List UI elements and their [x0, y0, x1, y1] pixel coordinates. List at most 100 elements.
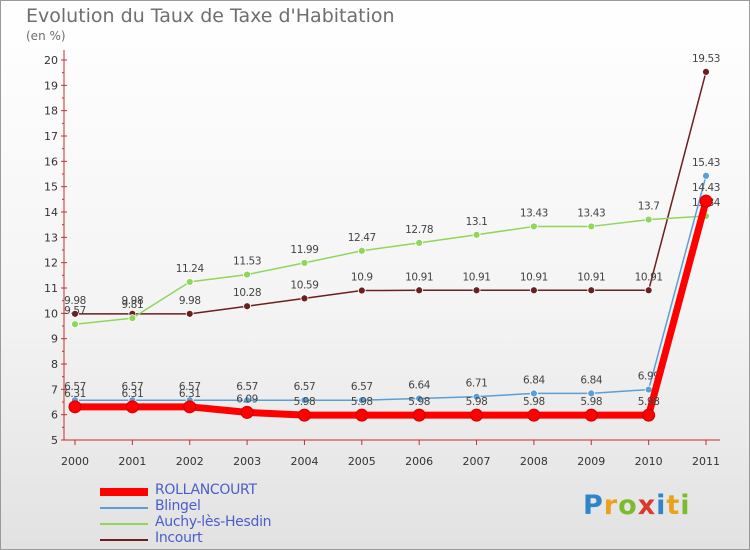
data-point-rollancourt [68, 400, 82, 414]
data-label-incourt: 10.91 [405, 271, 433, 283]
data-label-rollancourt: 5.98 [638, 396, 660, 408]
data-label-rollancourt: 5.98 [466, 396, 488, 408]
x-tick-label: 2011 [692, 455, 720, 468]
data-point-auchy-l-s-hesdin [71, 320, 79, 329]
data-label-auchy-l-s-hesdin: 9.57 [64, 305, 86, 317]
x-tick-label: 2001 [118, 455, 146, 468]
chart-title: Evolution du Taux de Taxe d'Habitation [26, 5, 395, 27]
data-point-incourt [243, 302, 251, 311]
series-line-auchy-l-s-hesdin [74, 215, 707, 325]
data-point-rollancourt [183, 400, 197, 414]
legend-swatch-rollancourt [100, 488, 148, 496]
data-label-blingel: 6.84 [523, 374, 545, 386]
data-point-incourt [300, 294, 309, 303]
data-label-auchy-l-s-hesdin: 9.81 [121, 299, 143, 311]
data-point-incourt [587, 286, 596, 295]
data-point-incourt [185, 309, 194, 318]
y-tick-label: 5 [51, 434, 58, 447]
series-line-rollancourt [75, 200, 710, 419]
data-label-blingel: 6.57 [236, 381, 258, 393]
data-label-rollancourt: 5.98 [294, 396, 316, 408]
legend-swatch-incourt [100, 539, 148, 541]
data-point-incourt [530, 286, 538, 295]
data-point-blingel [357, 396, 366, 405]
data-point-rollancourt [642, 408, 656, 422]
data-point-incourt [415, 286, 424, 295]
data-label-blingel: 6.57 [351, 381, 373, 393]
legend-swatch-auchy [100, 523, 148, 525]
data-point-rollancourt [412, 408, 426, 422]
x-tick-label: 2008 [520, 455, 548, 468]
data-label-rollancourt: 5.98 [580, 396, 602, 408]
legend-label-rollancourt: ROLLANCOURT [155, 482, 257, 498]
x-tick-label: 2005 [348, 455, 376, 468]
y-tick-label: 18 [44, 105, 58, 118]
data-point-rollancourt [470, 408, 484, 422]
logo-letter: r [603, 490, 619, 521]
data-point-auchy-l-s-hesdin [185, 278, 194, 286]
x-tick-label: 2010 [635, 455, 663, 468]
data-label-blingel: 6.71 [466, 378, 488, 390]
data-label-blingel: 6.57 [294, 381, 316, 393]
legend-label-auchy: Auchy-lès-Hesdin [155, 514, 272, 530]
data-point-rollancourt [527, 408, 541, 422]
x-tick-label: 2002 [176, 455, 204, 468]
data-label-auchy-l-s-hesdin: 11.24 [176, 263, 205, 275]
data-point-auchy-l-s-hesdin [587, 222, 596, 231]
data-point-rollancourt [297, 408, 311, 422]
data-point-rollancourt [240, 405, 254, 419]
data-point-blingel [300, 396, 309, 405]
data-label-blingel: 6.99 [638, 371, 660, 383]
logo-letter: i [656, 490, 667, 521]
data-label-incourt: 10.28 [233, 287, 261, 299]
y-tick-label: 8 [51, 358, 58, 371]
data-label-rollancourt: 5.98 [523, 396, 545, 408]
x-tick-label: 2006 [405, 455, 433, 468]
data-label-blingel: 6.57 [64, 381, 86, 393]
data-label-auchy-l-s-hesdin: 12.47 [348, 232, 376, 244]
data-label-rollancourt: 6.09 [236, 393, 258, 405]
data-label-incourt: 19.53 [692, 53, 720, 65]
logo-letter: P [583, 490, 604, 521]
y-tick-label: 13 [44, 231, 58, 244]
logo-letter: o [618, 490, 638, 521]
data-label-incourt: 10.9 [351, 272, 373, 284]
data-label-incourt: 9.98 [64, 295, 86, 307]
data-label-auchy-l-s-hesdin: 13.43 [520, 207, 548, 219]
data-point-blingel [530, 389, 538, 398]
y-tick-label: 11 [44, 282, 58, 295]
logo-letter: t [666, 490, 681, 521]
data-point-incourt [472, 286, 481, 295]
logo-letter: i [680, 490, 691, 521]
data-point-rollancourt [699, 194, 713, 208]
unit-label: (en %) [26, 29, 66, 43]
y-tick-label: 20 [44, 54, 58, 67]
data-point-auchy-l-s-hesdin [530, 222, 538, 231]
proxiti-logo: Proxiti [583, 490, 691, 521]
data-point-auchy-l-s-hesdin [300, 259, 309, 267]
y-tick-label: 10 [44, 307, 58, 320]
data-label-incourt: 10.91 [520, 271, 548, 283]
data-label-rollancourt: 6.31 [64, 388, 86, 400]
legend-swatch-blingel [100, 507, 148, 509]
data-point-auchy-l-s-hesdin [415, 239, 424, 247]
x-tick-label: 2007 [463, 455, 491, 468]
data-point-auchy-l-s-hesdin [644, 215, 653, 224]
data-label-auchy-l-s-hesdin: 13.43 [577, 207, 605, 219]
data-label-rollancourt: 5.98 [408, 396, 430, 408]
data-label-rollancourt: 5.98 [351, 396, 373, 408]
data-label-blingel: 6.84 [580, 374, 602, 386]
y-tick-label: 9 [51, 333, 58, 346]
data-label-blingel: 6.57 [179, 381, 201, 393]
data-label-blingel: 6.64 [408, 379, 430, 391]
y-tick-label: 7 [51, 383, 58, 396]
data-point-auchy-l-s-hesdin [128, 314, 137, 323]
data-label-incourt: 9.98 [179, 295, 201, 307]
data-label-incourt: 10.91 [577, 271, 605, 283]
data-label-auchy-l-s-hesdin: 13.1 [466, 216, 488, 228]
data-label-rollancourt: 6.31 [179, 388, 201, 400]
logo-letter: x [637, 490, 657, 521]
data-label-auchy-l-s-hesdin: 11.53 [233, 256, 261, 268]
